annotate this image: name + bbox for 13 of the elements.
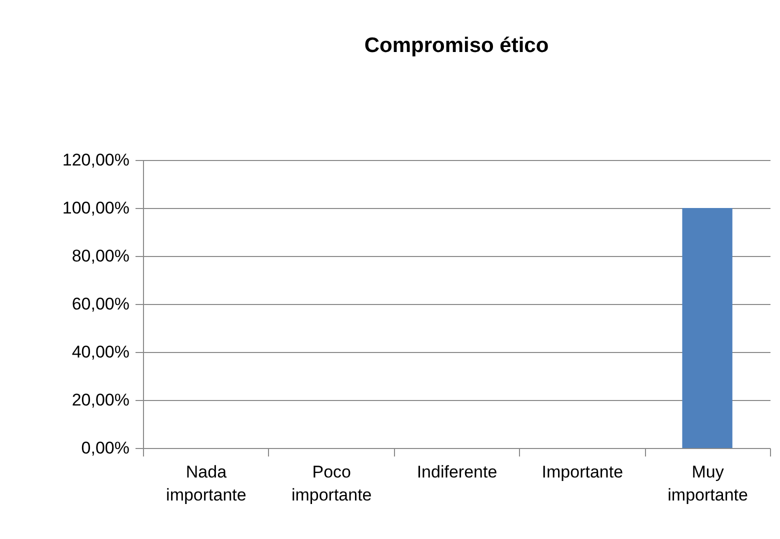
y-tick-label: 120,00% (62, 150, 130, 170)
y-tick-label: 40,00% (72, 342, 130, 362)
y-tick-label: 100,00% (62, 198, 130, 218)
chart-title: Compromiso ético (364, 34, 549, 57)
y-tick-label: 20,00% (72, 390, 130, 410)
y-tick-label: 0,00% (81, 438, 130, 458)
y-tick-label: 80,00% (72, 246, 130, 266)
x-tick-label: Nada importante (166, 462, 246, 504)
x-tick-label: Indiferente (416, 462, 498, 482)
x-tick-label: Poco importante (291, 462, 372, 504)
y-tick-label: 60,00% (72, 294, 130, 314)
x-tick-label: Muy importante (668, 462, 748, 504)
x-tick-label: Importante (542, 462, 624, 482)
